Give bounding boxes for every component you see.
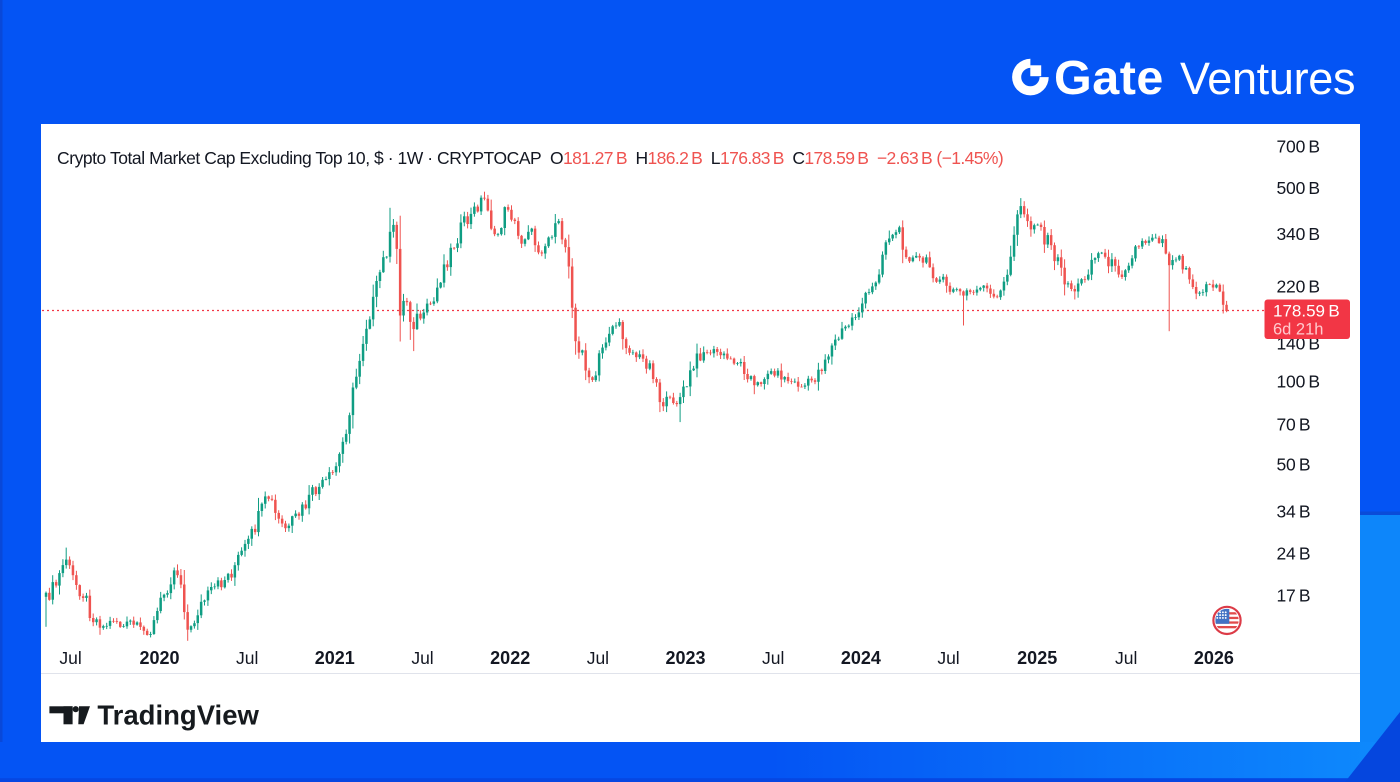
svg-text:6d 21h: 6d 21h [1273, 321, 1323, 339]
svg-text:Jul: Jul [937, 648, 959, 668]
svg-text:178.59 B: 178.59 B [1273, 302, 1340, 321]
svg-text:Jul: Jul [587, 648, 609, 668]
svg-text:700 B: 700 B [1277, 137, 1320, 157]
svg-text:Jul: Jul [1115, 648, 1137, 668]
svg-text:340 B: 340 B [1277, 224, 1320, 244]
svg-text:500 B: 500 B [1277, 178, 1320, 198]
svg-text:2022: 2022 [490, 648, 530, 668]
svg-text:2024: 2024 [841, 648, 881, 668]
svg-text:Jul: Jul [59, 648, 81, 668]
svg-text:70 B: 70 B [1277, 415, 1311, 435]
svg-text:TradingView: TradingView [97, 699, 259, 730]
svg-text:Jul: Jul [411, 648, 433, 668]
svg-text:Jul: Jul [236, 648, 258, 668]
svg-text:220 B: 220 B [1277, 277, 1320, 297]
svg-text:Gate: Gate [1054, 52, 1164, 104]
svg-text:2020: 2020 [139, 648, 179, 668]
svg-text:2023: 2023 [665, 648, 705, 668]
svg-text:24 B: 24 B [1277, 544, 1311, 564]
svg-text:Jul: Jul [762, 648, 784, 668]
svg-text:O181.27 B H186.2 B L176.83 B: O181.27 B H186.2 B L176.83 B C178.59 B −… [550, 148, 1003, 168]
svg-text:17 B: 17 B [1277, 586, 1311, 606]
svg-text:2021: 2021 [315, 648, 355, 668]
svg-text:100 B: 100 B [1277, 372, 1320, 392]
svg-text:2026: 2026 [1194, 648, 1234, 668]
svg-text:34 B: 34 B [1277, 502, 1311, 522]
svg-text:2025: 2025 [1017, 648, 1057, 668]
svg-text:Crypto Total Market Cap Exclud: Crypto Total Market Cap Excluding Top 10… [57, 148, 541, 168]
svg-text:Ventures: Ventures [1180, 53, 1355, 104]
svg-text:50 B: 50 B [1277, 455, 1311, 475]
